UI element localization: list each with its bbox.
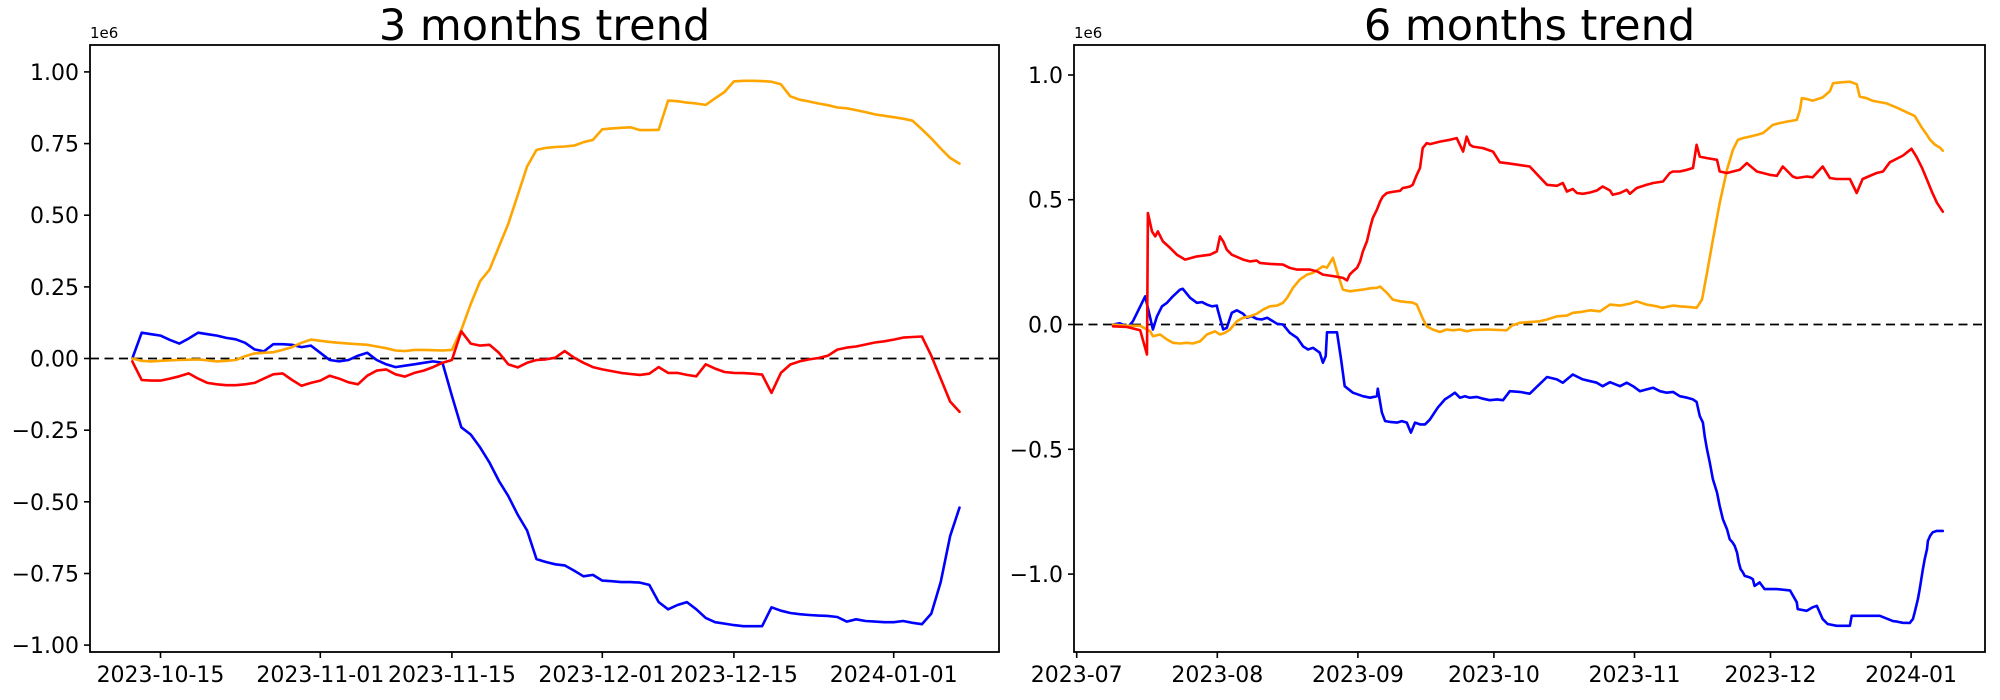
y-tick-label: 0.25 — [30, 276, 79, 301]
y-tick-label: 1.0 — [1028, 64, 1063, 89]
x-tick-label: 2024-01 — [1865, 663, 1957, 688]
series-line-red — [1111, 135, 1945, 356]
y-tick-label: 0.00 — [30, 348, 79, 373]
x-tick-label: 2023-10 — [1448, 663, 1540, 688]
x-tick-label: 2023-11 — [1589, 663, 1681, 688]
series-line-blue — [131, 331, 961, 628]
x-tick-label: 2023-07 — [1031, 663, 1123, 688]
y-tick-label: −0.50 — [12, 491, 79, 516]
x-tick-label: 2023-08 — [1171, 663, 1263, 688]
axis-offset-label: 1e6 — [90, 24, 118, 42]
y-tick-label: 0.50 — [30, 204, 79, 229]
y-tick-label: −0.75 — [12, 563, 79, 588]
x-tick-label: 2023-09 — [1312, 663, 1404, 688]
series-line-orange — [131, 79, 961, 363]
y-tick-label: 0.5 — [1028, 189, 1063, 214]
x-tick-label: 2024-01-01 — [830, 663, 958, 688]
y-tick-label: −0.5 — [1010, 438, 1063, 463]
axes-3-months-trend: 2023-10-15 2023-11-01 2023-11-15 2023-12-01… — [12, 24, 1000, 688]
y-tick-label: −1.00 — [12, 634, 79, 659]
axes-frame — [89, 44, 1000, 653]
series-line-red — [131, 329, 961, 414]
y-tick-label: 1.00 — [30, 61, 79, 86]
x-tick-label: 2023-11-15 — [388, 663, 516, 688]
y-tick-label: −0.25 — [12, 419, 79, 444]
chart-title-6-months: 6 months trend — [1363, 1, 1696, 51]
y-tick-label: −1.0 — [1010, 563, 1063, 588]
x-tick-label: 2023-12-15 — [670, 663, 798, 688]
y-tick-label: 0.0 — [1028, 314, 1063, 339]
axes-frame — [1073, 44, 1986, 653]
axis-offset-label: 1e6 — [1074, 24, 1102, 42]
x-tick-label: 2023-12 — [1725, 663, 1817, 688]
axes-6-months-trend: 2023-07 2023-08 2023-09 2023-10 2023-11 2023-… — [1010, 24, 1986, 688]
series-line-orange — [1111, 80, 1945, 345]
x-tick-label: 2023-12-01 — [538, 663, 666, 688]
chart-title-3-months: 3 months trend — [378, 1, 711, 51]
y-tick-label: 0.75 — [30, 133, 79, 158]
x-tick-label: 2023-11-01 — [256, 663, 384, 688]
x-tick-label: 2023-10-15 — [97, 663, 225, 688]
series-line-blue — [1111, 287, 1945, 628]
